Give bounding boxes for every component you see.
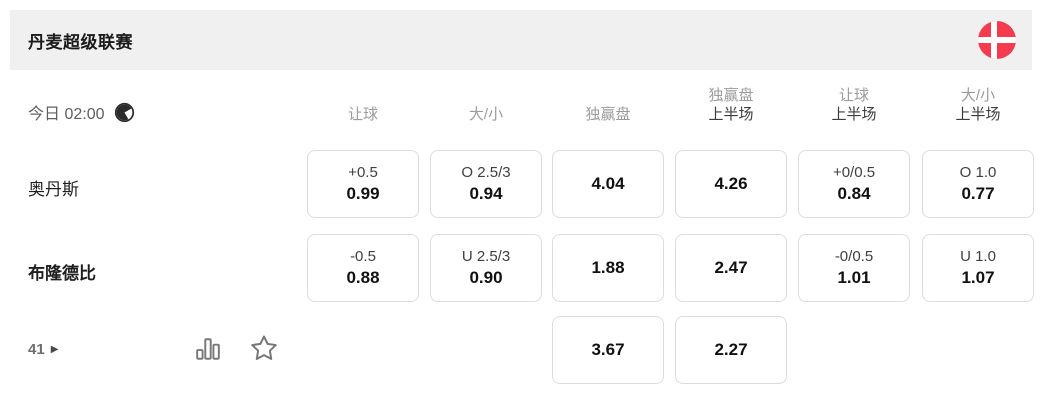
odds-line: O 1.0 [959, 164, 997, 181]
home-team-name: 奥丹斯 [28, 180, 79, 199]
column-title: 大/小 [468, 106, 504, 123]
odds-handicap-first-half-home[interactable]: +0/0.5 0.84 [798, 150, 910, 218]
odds-moneyline-home[interactable]: 4.04 [552, 150, 664, 218]
league-header-bar: 丹麦超级联赛 [10, 10, 1032, 70]
flag-cross-vertical [991, 21, 997, 59]
odds-over-under-first-half-home[interactable]: O 1.0 0.77 [922, 150, 1034, 218]
odds-line: O 2.5/3 [461, 164, 511, 181]
league-title: 丹麦超级联赛 [28, 32, 133, 52]
odds-price: 1.07 [961, 268, 995, 287]
odds-moneyline-draw[interactable]: 3.67 [552, 316, 664, 384]
odds-price: 0.77 [961, 184, 995, 203]
odds-line: +0/0.5 [832, 164, 876, 181]
column-subtitle: 上半场 [831, 106, 877, 123]
odds-price: 0.94 [469, 184, 503, 203]
odds-price: 0.99 [346, 184, 380, 203]
column-header-handicap-first-half: 让球 上半场 [793, 80, 915, 124]
column-subtitle: 上半场 [708, 106, 754, 123]
odds-price: 0.84 [837, 184, 871, 203]
column-header-moneyline: 独赢盘 [547, 80, 669, 124]
odds-line: U 1.0 [960, 248, 996, 265]
bar-chart-icon [196, 338, 220, 360]
column-title: 独赢盘 [708, 87, 754, 104]
column-title: 独赢盘 [585, 106, 631, 123]
odds-price: 0.88 [346, 268, 380, 287]
match-time-label: 今日 02:00 [28, 106, 105, 123]
odds-line: U 2.5/3 [461, 248, 511, 265]
odds-over-under-away[interactable]: U 2.5/3 0.90 [430, 234, 542, 302]
odds-price: 4.26 [714, 174, 748, 193]
odds-price: 4.04 [591, 174, 625, 193]
odds-moneyline-first-half-home[interactable]: 4.26 [675, 150, 787, 218]
odds-line: +0.5 [348, 164, 378, 181]
more-markets-link[interactable]: 41 ▶ [28, 341, 58, 358]
column-header-moneyline-first-half: 独赢盘 上半场 [670, 80, 792, 124]
clock-icon [114, 102, 134, 122]
away-team-name: 布隆德比 [28, 264, 96, 283]
odds-line: -0.5 [350, 248, 376, 265]
column-header-over-under-first-half: 大/小 上半场 [917, 80, 1039, 124]
odds-price: 2.27 [714, 340, 748, 359]
odds-line: -0/0.5 [834, 248, 874, 265]
odds-price: 1.01 [837, 268, 871, 287]
match-time-row: 今日 02:00 [28, 100, 135, 124]
odds-handicap-first-half-away[interactable]: -0/0.5 1.01 [798, 234, 910, 302]
chevron-right-icon: ▶ [50, 344, 59, 355]
flag-cross-horizontal [978, 37, 1016, 43]
star-icon [251, 335, 277, 360]
odds-price: 3.67 [591, 340, 625, 359]
odds-price: 2.47 [714, 258, 748, 277]
column-subtitle: 上半场 [955, 106, 1001, 123]
odds-price: 0.90 [469, 268, 503, 287]
stats-button[interactable] [194, 335, 222, 363]
column-title: 大/小 [960, 87, 996, 104]
odds-moneyline-first-half-draw[interactable]: 2.27 [675, 316, 787, 384]
odds-price: 1.88 [591, 258, 625, 277]
column-title: 让球 [838, 87, 869, 104]
column-header-handicap: 让球 [302, 80, 424, 124]
column-title: 让球 [347, 106, 378, 123]
denmark-flag-icon [978, 21, 1016, 59]
odds-over-under-home[interactable]: O 2.5/3 0.94 [430, 150, 542, 218]
odds-handicap-away[interactable]: -0.5 0.88 [307, 234, 419, 302]
odds-over-under-first-half-away[interactable]: U 1.0 1.07 [922, 234, 1034, 302]
odds-handicap-home[interactable]: +0.5 0.99 [307, 150, 419, 218]
odds-moneyline-away[interactable]: 1.88 [552, 234, 664, 302]
column-header-over-under: 大/小 [425, 80, 547, 124]
favorite-button[interactable] [248, 332, 280, 364]
more-markets-count: 41 [28, 341, 45, 358]
odds-moneyline-first-half-away[interactable]: 2.47 [675, 234, 787, 302]
